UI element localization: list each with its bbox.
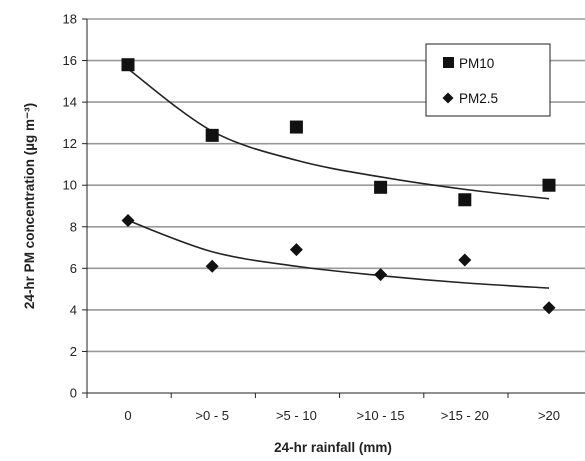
y-tick-labels: 0 2 4 6 8 10 12 14 16 18 xyxy=(63,12,87,401)
x-tick-label: >5 - 10 xyxy=(276,408,317,423)
legend-marker-pm25 xyxy=(442,92,454,104)
pm10-point xyxy=(289,120,303,134)
x-axis-title: 24-hr rainfall (mm) xyxy=(274,440,392,455)
pm10-point xyxy=(374,180,388,194)
y-tick-label: 14 xyxy=(63,95,77,110)
x-tick-label: >20 xyxy=(538,408,560,423)
pm25-point xyxy=(374,268,388,282)
y-axis-title: 24-hr PM concentration (µg m⁻³) xyxy=(22,103,37,309)
trendline-pm10 xyxy=(127,68,550,200)
x-tick-label: 0 xyxy=(124,408,131,423)
y-tick-label: 4 xyxy=(70,302,77,317)
data-points xyxy=(121,58,556,315)
x-tick-label: >0 - 5 xyxy=(195,408,229,423)
pm25-point xyxy=(458,253,472,267)
trendline-pm25 xyxy=(127,219,550,289)
y-tick-label: 6 xyxy=(70,261,77,276)
pm10-point xyxy=(458,193,472,207)
legend-marker-pm10 xyxy=(443,57,454,68)
pm10-point xyxy=(121,58,135,72)
y-tick-label: 12 xyxy=(63,136,77,151)
y-tick-label: 16 xyxy=(63,53,77,68)
x-tick-labels: 0 >0 - 5 >5 - 10 >10 - 15 >15 - 20 >20 xyxy=(86,393,560,423)
y-tick-label: 10 xyxy=(63,178,77,193)
pm25-point xyxy=(205,259,219,273)
pm10-point xyxy=(205,128,219,142)
pm25-point xyxy=(289,243,303,257)
legend-label-pm10: PM10 xyxy=(459,56,494,71)
legend: PM10 PM2.5 xyxy=(425,43,551,117)
pm25-point xyxy=(121,214,135,228)
x-tick-label: >15 - 20 xyxy=(441,408,489,423)
y-tick-label: 8 xyxy=(70,219,77,234)
trendlines xyxy=(127,68,550,289)
pm10-point xyxy=(542,178,556,192)
legend-label-pm25: PM2.5 xyxy=(459,91,498,106)
y-tick-label: 18 xyxy=(63,12,77,27)
y-tick-label: 2 xyxy=(70,344,77,359)
axes xyxy=(86,19,585,394)
legend-box xyxy=(425,43,551,117)
y-tick-label: 0 xyxy=(70,386,77,401)
pm25-point xyxy=(542,301,556,315)
x-tick-label: >10 - 15 xyxy=(357,408,405,423)
